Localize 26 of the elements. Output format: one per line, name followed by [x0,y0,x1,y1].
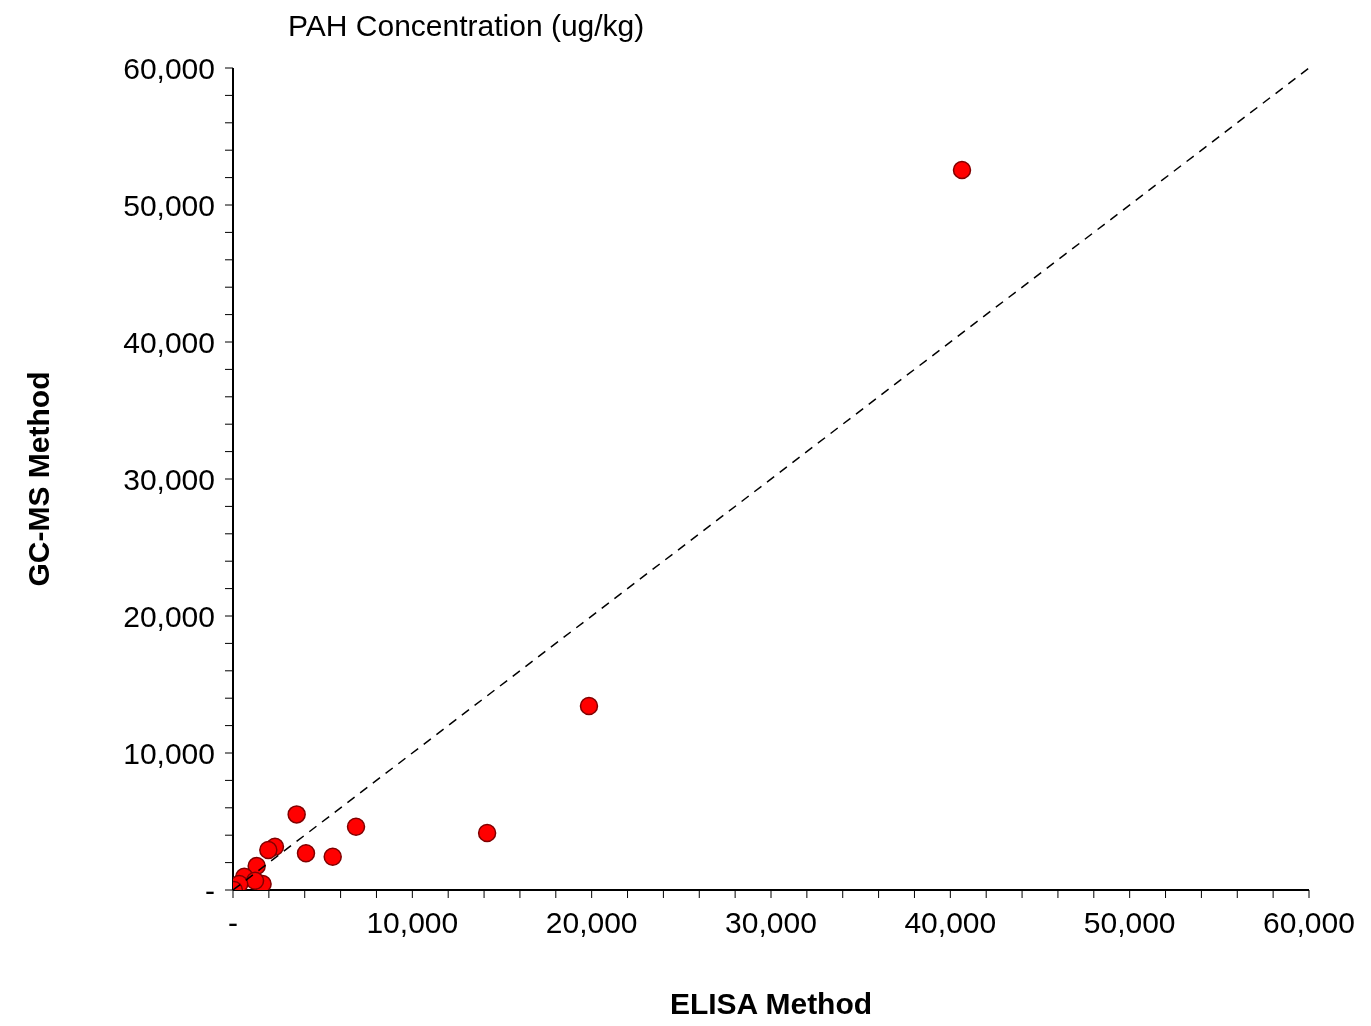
x-tick-label: 30,000 [725,906,817,940]
point [477,823,497,843]
point [296,844,316,863]
y-tick-label: 10,000 [123,736,215,770]
point [323,847,342,866]
point [245,871,265,890]
point [287,805,306,824]
x-axis-title: ELISA Method [669,987,873,1020]
y-tick-label: 50,000 [123,188,215,222]
point [346,817,366,836]
y-tick-label: 20,000 [123,599,215,633]
y-tick-label: 60,000 [123,51,215,85]
point [259,840,278,860]
x-tick-label: 10,000 [366,906,459,940]
x-tick-label: - [228,906,238,940]
y-tick-label: 40,000 [123,325,215,359]
point [579,696,599,716]
x-tick-label: 60,000 [1263,906,1355,940]
y-tick-label: 30,000 [123,462,215,496]
x-tick-label: 50,000 [1083,906,1176,940]
y-axis-title: GC-MS Method [21,371,55,587]
x-tick-label: 20,000 [545,906,638,940]
chart-title: PAH Concentration (ug/kg) [288,8,645,44]
point [952,160,972,180]
y-tick-label: - [205,873,215,907]
x-tick-label: 40,000 [904,906,997,940]
